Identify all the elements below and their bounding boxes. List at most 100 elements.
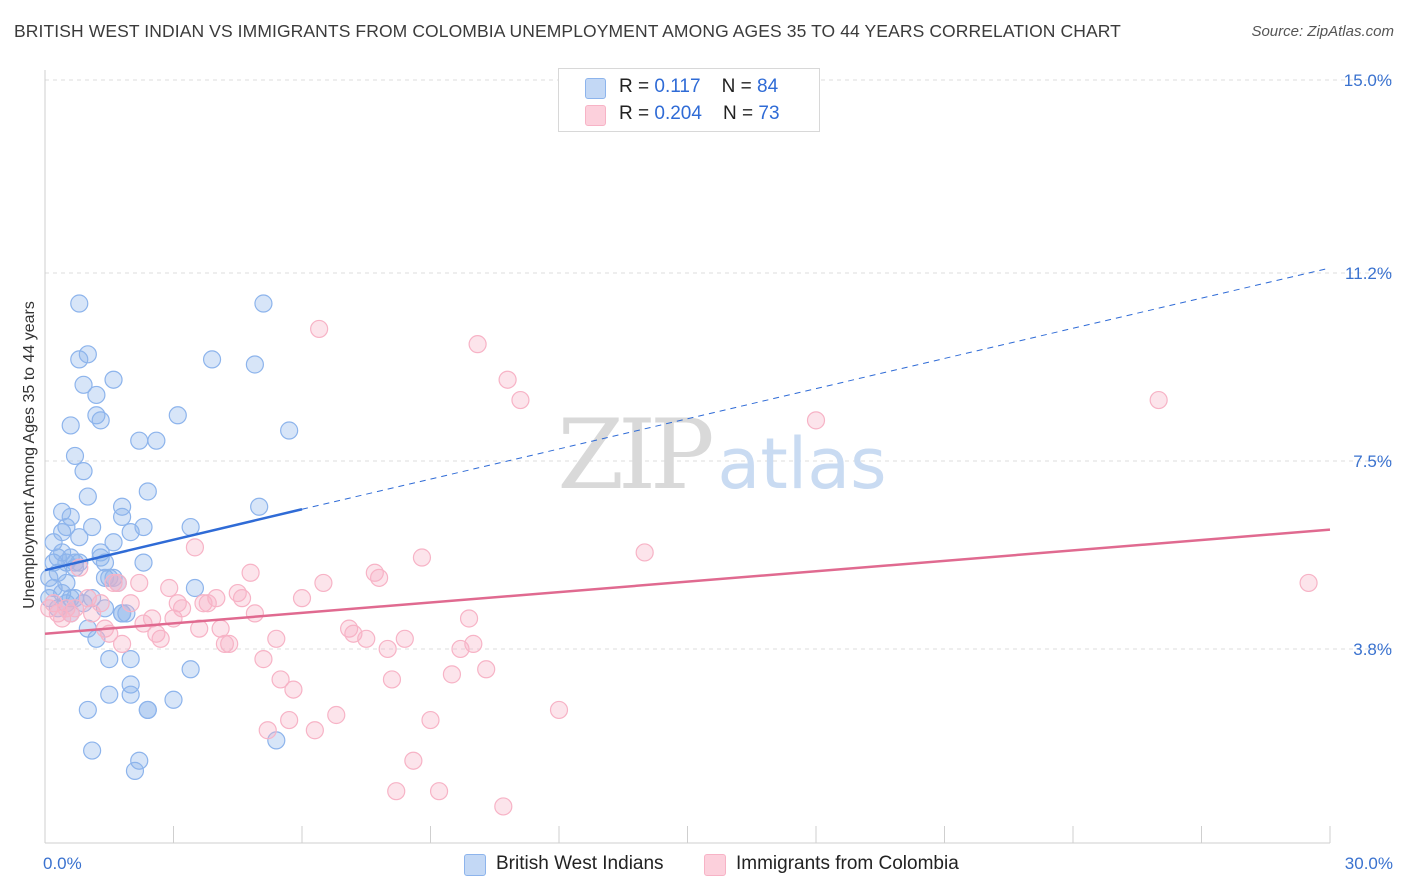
- point-colombia-64: [459, 609, 479, 628]
- point-colombia-75: [1299, 573, 1318, 593]
- point-bwi-63: [134, 517, 153, 537]
- point-colombia-65: [464, 634, 483, 653]
- point-colombia-18: [134, 614, 153, 633]
- point-colombia-73: [806, 411, 826, 430]
- watermark-zip: ZIP: [557, 399, 712, 511]
- y-tick-label-1: 7.5%: [1353, 452, 1392, 471]
- point-bwi-53: [112, 507, 132, 526]
- point-bwi-24: [70, 528, 89, 547]
- legend-r-label: R =: [619, 76, 655, 97]
- point-bwi-57: [121, 685, 140, 704]
- correlation-legend: R = 0.117 N = 84 R = 0.204 N = 73: [558, 68, 820, 132]
- axes: [44, 70, 1331, 844]
- point-colombia-44: [292, 589, 312, 608]
- y-tick-label-2: 11.2%: [1345, 264, 1392, 283]
- legend-swatch-pink: [585, 105, 606, 126]
- point-colombia-41: [271, 670, 290, 689]
- legend-text: R = 0.117 N = 84: [619, 76, 778, 98]
- point-bwi-26: [70, 294, 89, 313]
- point-bwi-54: [112, 497, 132, 516]
- point-colombia-62: [442, 665, 462, 684]
- point-colombia-70: [511, 390, 530, 410]
- bottom-legend-swatch-blue: [464, 854, 486, 876]
- point-colombia-45: [305, 721, 324, 740]
- point-bwi-25: [70, 350, 89, 369]
- point-bwi-19: [61, 416, 80, 435]
- point-bwi-58: [121, 650, 140, 669]
- point-bwi-36: [83, 741, 102, 760]
- point-colombia-46: [310, 319, 329, 339]
- point-colombia-51: [357, 629, 376, 648]
- point-colombia-48: [327, 705, 346, 725]
- point-colombia-14: [108, 573, 127, 593]
- point-colombia-21: [151, 629, 170, 648]
- point-bwi-32: [78, 345, 97, 364]
- point-bwi-13: [57, 573, 76, 593]
- y-tick-label-3: 15.0%: [1344, 71, 1392, 90]
- point-bwi-70: [168, 406, 187, 425]
- point-colombia-25: [172, 599, 192, 618]
- point-bwi-77: [254, 294, 273, 313]
- point-bwi-49: [104, 533, 123, 552]
- point-bwi-46: [100, 650, 119, 669]
- point-bwi-68: [147, 431, 166, 450]
- point-colombia-6: [65, 599, 85, 618]
- trend-lines: [44, 267, 1331, 635]
- point-colombia-56: [387, 782, 406, 801]
- legend-n-value: 84: [757, 76, 779, 97]
- point-bwi-18: [61, 507, 80, 526]
- point-bwi-31: [78, 487, 97, 506]
- bottom-legend-label: Immigrants from Colombia: [736, 853, 959, 874]
- point-bwi-66: [138, 700, 157, 720]
- point-colombia-66: [468, 335, 487, 354]
- series-colombia-points: [40, 319, 1318, 816]
- legend-swatch-blue: [585, 78, 606, 99]
- x-tick-label-1: 30.0%: [1345, 854, 1393, 873]
- point-colombia-26: [185, 538, 205, 557]
- point-colombia-57: [395, 629, 414, 648]
- trend-line-colombia: [44, 528, 1331, 635]
- point-bwi-61: [130, 751, 149, 770]
- legend-r-value: 0.204: [654, 103, 702, 124]
- point-bwi-34: [83, 589, 102, 608]
- point-colombia-59: [412, 548, 432, 567]
- legend-r-value: 0.117: [654, 76, 701, 97]
- legend-n-label: N =: [723, 103, 759, 124]
- point-colombia-36: [241, 563, 260, 582]
- point-bwi-50: [104, 370, 123, 389]
- point-bwi-75: [245, 355, 264, 374]
- point-colombia-38: [254, 650, 273, 669]
- point-colombia-16: [121, 594, 140, 613]
- point-bwi-29: [74, 375, 93, 394]
- point-bwi-22: [65, 446, 85, 466]
- point-colombia-61: [429, 782, 449, 801]
- point-colombia-53: [370, 568, 389, 587]
- legend-n-value: 73: [758, 103, 780, 124]
- point-bwi-79: [280, 421, 299, 440]
- point-bwi-56: [121, 675, 140, 694]
- point-bwi-47: [100, 685, 119, 704]
- watermark-atlas: atlas: [717, 423, 886, 505]
- point-colombia-60: [421, 710, 440, 730]
- point-bwi-9: [53, 543, 72, 562]
- point-colombia-15: [112, 634, 132, 653]
- point-colombia-67: [477, 660, 496, 679]
- point-colombia-72: [635, 543, 654, 562]
- point-colombia-55: [382, 670, 402, 689]
- point-bwi-72: [181, 660, 200, 679]
- legend-text: R = 0.204 N = 73: [619, 103, 780, 125]
- point-colombia-58: [404, 751, 423, 770]
- point-colombia-17: [130, 573, 149, 593]
- chart-title: BRITISH WEST INDIAN VS IMMIGRANTS FROM C…: [14, 21, 1121, 41]
- point-bwi-15: [57, 517, 76, 537]
- point-bwi-42: [91, 411, 110, 430]
- series-british-west-indians-points: [40, 294, 299, 780]
- point-bwi-69: [164, 690, 183, 709]
- y-axis-label: Unemployment Among Ages 35 to 44 years: [21, 301, 38, 609]
- point-bwi-33: [78, 700, 97, 720]
- point-bwi-38: [87, 385, 106, 405]
- point-colombia-37: [245, 604, 264, 623]
- point-bwi-74: [202, 350, 222, 369]
- point-colombia-33: [220, 634, 239, 653]
- legend-r-label: R =: [619, 103, 655, 124]
